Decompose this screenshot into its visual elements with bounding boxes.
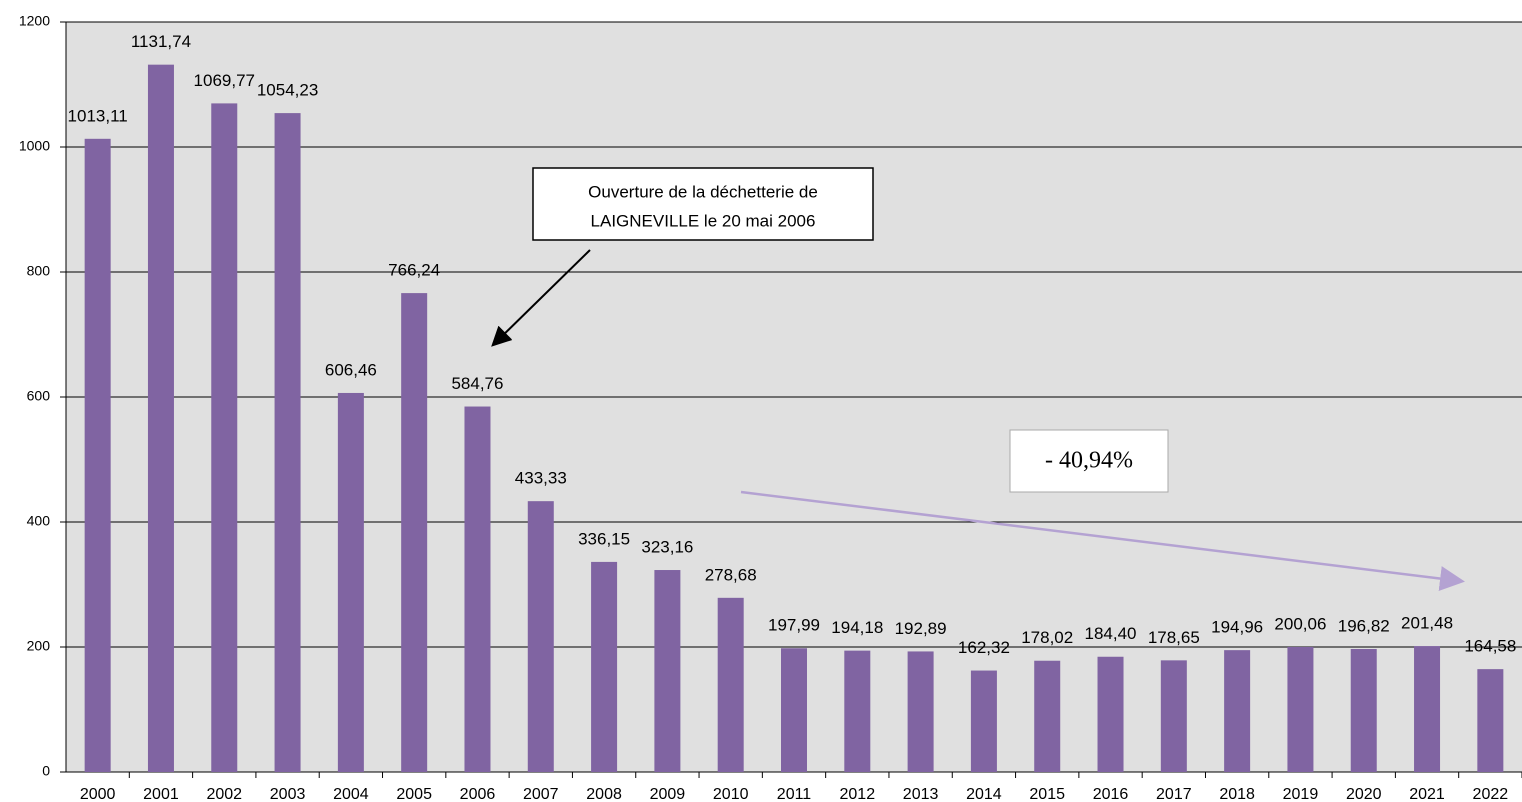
x-tick-label: 2003 — [270, 786, 306, 802]
percent-text: - 40,94% — [1045, 448, 1133, 474]
y-tick-label: 600 — [27, 388, 51, 404]
bar — [527, 501, 554, 772]
bar — [1287, 646, 1314, 772]
y-tick-label: 0 — [42, 763, 50, 779]
x-tick-label: 2011 — [777, 786, 812, 802]
data-label: 194,96 — [1211, 618, 1263, 637]
x-tick-label: 2022 — [1473, 786, 1509, 802]
data-label: 433,33 — [515, 469, 567, 488]
bar — [970, 670, 997, 772]
x-tick-label: 2002 — [206, 786, 242, 802]
data-label: 584,76 — [451, 374, 503, 393]
bar — [401, 293, 428, 772]
bar — [84, 138, 111, 772]
bar — [1097, 656, 1124, 772]
data-label: 1054,23 — [257, 81, 318, 100]
data-label: 201,48 — [1401, 614, 1453, 633]
x-tick-label: 2017 — [1156, 786, 1192, 802]
data-label: 766,24 — [388, 261, 440, 280]
x-tick-label: 2006 — [460, 786, 496, 802]
bar — [591, 561, 618, 772]
x-tick-label: 2001 — [143, 786, 179, 802]
bar — [337, 392, 364, 772]
y-tick-label: 1200 — [19, 13, 50, 29]
data-label: 336,15 — [578, 529, 630, 548]
bar — [1034, 660, 1061, 772]
x-tick-label: 2018 — [1219, 786, 1255, 802]
bar — [907, 651, 934, 772]
y-tick-label: 1000 — [19, 138, 50, 154]
bar — [1477, 669, 1504, 772]
x-tick-label: 2010 — [713, 786, 749, 802]
data-label: 323,16 — [641, 538, 693, 557]
callout-text: LAIGNEVILLE le 20 mai 2006 — [591, 211, 816, 230]
callout-arrow — [491, 249, 591, 347]
data-label: 162,32 — [958, 638, 1010, 657]
bar — [274, 113, 301, 772]
x-tick-label: 2020 — [1346, 786, 1382, 802]
x-tick-label: 2005 — [396, 786, 432, 802]
bar — [654, 570, 681, 772]
data-label: 1013,11 — [68, 106, 128, 125]
x-tick-label: 2016 — [1093, 786, 1129, 802]
data-label: 178,65 — [1148, 628, 1200, 647]
bar — [464, 406, 491, 772]
callout-text: Ouverture de la déchetterie de — [588, 182, 818, 201]
data-label: 1069,77 — [194, 71, 255, 90]
data-label: 184,40 — [1085, 624, 1137, 643]
x-tick-label: 2000 — [80, 786, 116, 802]
x-tick-label: 2013 — [903, 786, 939, 802]
data-label: 196,82 — [1338, 616, 1390, 635]
data-label: 194,18 — [831, 618, 883, 637]
x-tick-label: 2015 — [1029, 786, 1065, 802]
bar — [1160, 660, 1187, 772]
data-label: 1131,74 — [131, 32, 191, 51]
bar — [717, 597, 744, 772]
data-label: 192,89 — [895, 619, 947, 638]
x-tick-label: 2007 — [523, 786, 559, 802]
bar — [844, 650, 871, 772]
y-tick-label: 400 — [27, 513, 51, 529]
bar — [211, 103, 238, 773]
y-tick-label: 200 — [27, 638, 51, 654]
data-label: 606,46 — [325, 360, 377, 379]
bar — [1414, 646, 1441, 772]
data-label: 200,06 — [1274, 614, 1326, 633]
bar — [1350, 648, 1377, 772]
callout-box — [532, 167, 874, 241]
data-label: 197,99 — [768, 616, 820, 635]
trend-arrow — [740, 490, 1465, 591]
data-label: 278,68 — [705, 565, 757, 584]
y-tick-label: 800 — [27, 263, 51, 279]
bar — [147, 64, 174, 773]
x-tick-label: 2021 — [1409, 786, 1445, 802]
x-tick-label: 2009 — [650, 786, 686, 802]
x-tick-label: 2012 — [840, 786, 876, 802]
x-tick-label: 2019 — [1283, 786, 1319, 802]
x-tick-label: 2004 — [333, 786, 369, 802]
x-tick-label: 2008 — [586, 786, 622, 802]
x-tick-label: 2014 — [966, 786, 1002, 802]
bar — [1224, 650, 1251, 772]
data-label: 164,58 — [1464, 637, 1516, 656]
bar — [781, 648, 807, 772]
percent-box — [1009, 429, 1169, 493]
data-label: 178,02 — [1021, 628, 1073, 647]
